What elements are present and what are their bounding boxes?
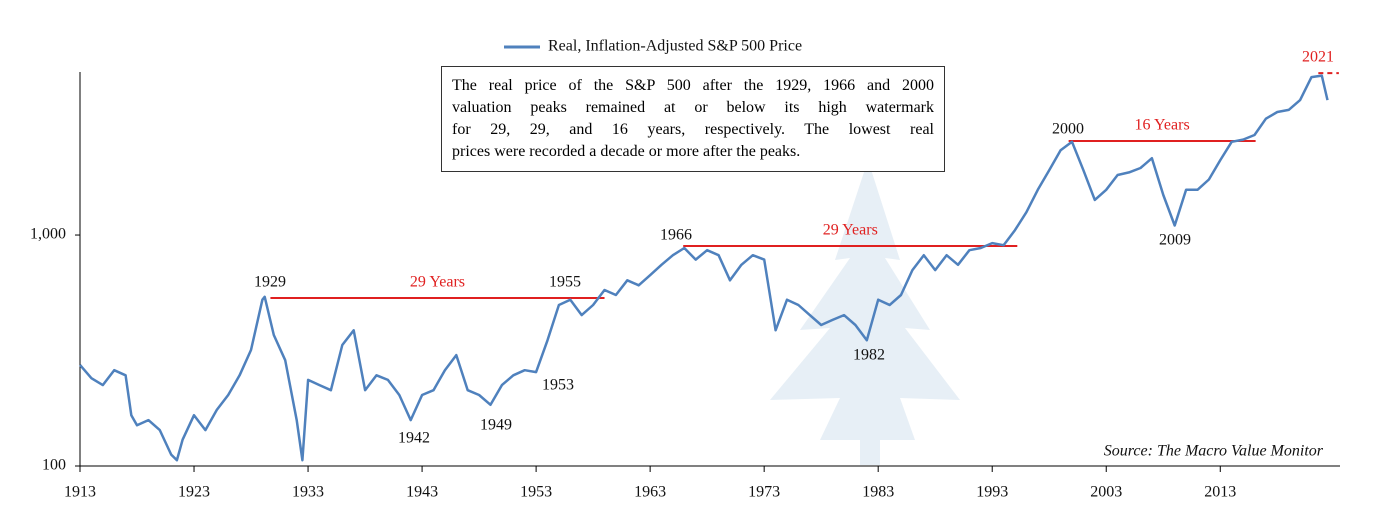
year-label: 1949 <box>480 417 512 434</box>
year-label: 1929 <box>254 274 286 291</box>
source: Source: The Macro Value Monitor <box>1104 443 1324 460</box>
text-box-line: prices were recorded a decade or more af… <box>452 143 801 160</box>
reference-label: 16 Years <box>1135 117 1190 134</box>
text-box-line: The real price of the S&P 500 after the … <box>452 77 934 94</box>
x-tick-label: 1963 <box>634 484 666 501</box>
x-tick-label: 1983 <box>862 484 894 501</box>
x-tick-label: 1993 <box>976 484 1008 501</box>
legend-label: Real, Inflation-Adjusted S&P 500 Price <box>548 38 802 55</box>
x-tick-label: 2003 <box>1090 484 1122 501</box>
year-label: 1966 <box>660 227 692 244</box>
y-tick-label: 100 <box>42 457 66 474</box>
year-label: 1955 <box>549 274 581 291</box>
reference-label: 29 Years <box>410 274 465 291</box>
year-label: 1942 <box>398 430 430 447</box>
year-label: 2009 <box>1159 232 1191 249</box>
x-tick-label: 1973 <box>748 484 780 501</box>
year-label: 1953 <box>542 377 574 394</box>
text-box: The real price of the S&P 500 after the … <box>441 66 945 172</box>
text-box-line: for 29, 29, and 16 years, respectively. … <box>452 121 934 138</box>
x-tick-label: 1943 <box>406 484 438 501</box>
x-tick-label: 1933 <box>292 484 324 501</box>
x-tick-label: 1923 <box>178 484 210 501</box>
x-tick-label: 2013 <box>1204 484 1236 501</box>
text-box-line: valuation peaks remained at or below its… <box>452 99 934 116</box>
series-line <box>79 74 1329 462</box>
watermark <box>770 160 960 465</box>
x-tick-label: 1913 <box>64 484 96 501</box>
reference-label: 29 Years <box>823 222 878 239</box>
x-tick-label: 1953 <box>520 484 552 501</box>
year-label: 1982 <box>853 347 885 364</box>
y-tick-label: 1,000 <box>30 226 66 243</box>
year-label: 2021 <box>1302 49 1334 66</box>
year-label: 2000 <box>1052 121 1084 138</box>
